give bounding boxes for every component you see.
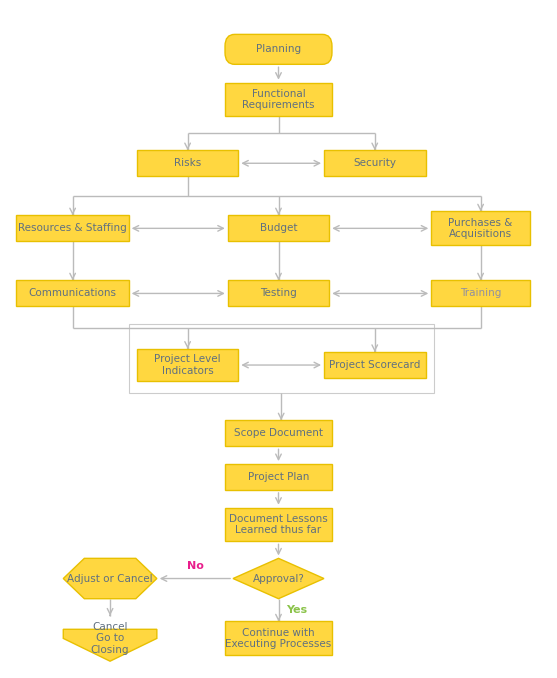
FancyBboxPatch shape	[225, 420, 332, 446]
FancyBboxPatch shape	[431, 212, 530, 245]
Text: Yes: Yes	[286, 605, 307, 615]
Polygon shape	[233, 559, 324, 599]
FancyBboxPatch shape	[225, 622, 332, 656]
Text: No: No	[187, 561, 203, 571]
Text: Continue with
Executing Processes: Continue with Executing Processes	[226, 628, 331, 650]
FancyBboxPatch shape	[225, 464, 332, 490]
Text: Document Lessons
Learned thus far: Document Lessons Learned thus far	[229, 514, 328, 536]
Bar	[129, 324, 433, 393]
FancyBboxPatch shape	[225, 508, 332, 542]
FancyBboxPatch shape	[225, 35, 332, 64]
FancyBboxPatch shape	[17, 216, 129, 241]
Text: Resources & Staffing: Resources & Staffing	[18, 223, 127, 233]
Text: Adjust or Cancel: Adjust or Cancel	[67, 574, 153, 584]
Text: Functional
Requirements: Functional Requirements	[242, 89, 315, 111]
Text: Risks: Risks	[174, 158, 201, 168]
Text: Training: Training	[460, 288, 501, 298]
Text: Project Level
Indicators: Project Level Indicators	[154, 354, 221, 376]
Text: Budget: Budget	[260, 223, 297, 233]
Polygon shape	[63, 629, 157, 661]
FancyBboxPatch shape	[137, 151, 238, 176]
Text: Scope Document: Scope Document	[234, 428, 323, 439]
Polygon shape	[63, 559, 157, 599]
FancyBboxPatch shape	[324, 352, 426, 378]
Text: Planning: Planning	[256, 44, 301, 54]
Text: Testing: Testing	[260, 288, 297, 298]
Text: Purchases &
Acquisitions: Purchases & Acquisitions	[448, 218, 513, 239]
FancyBboxPatch shape	[137, 348, 238, 381]
Text: Approval?: Approval?	[252, 574, 305, 584]
FancyBboxPatch shape	[225, 83, 332, 117]
FancyBboxPatch shape	[228, 216, 329, 241]
FancyBboxPatch shape	[324, 151, 426, 176]
Text: Security: Security	[353, 158, 396, 168]
FancyBboxPatch shape	[228, 281, 329, 306]
Text: Communications: Communications	[28, 288, 116, 298]
Text: Cancel
Go to
Closing: Cancel Go to Closing	[91, 622, 129, 655]
FancyBboxPatch shape	[431, 281, 530, 306]
Text: Project Plan: Project Plan	[248, 472, 309, 482]
FancyBboxPatch shape	[17, 281, 129, 306]
Text: Project Scorecard: Project Scorecard	[329, 360, 421, 370]
